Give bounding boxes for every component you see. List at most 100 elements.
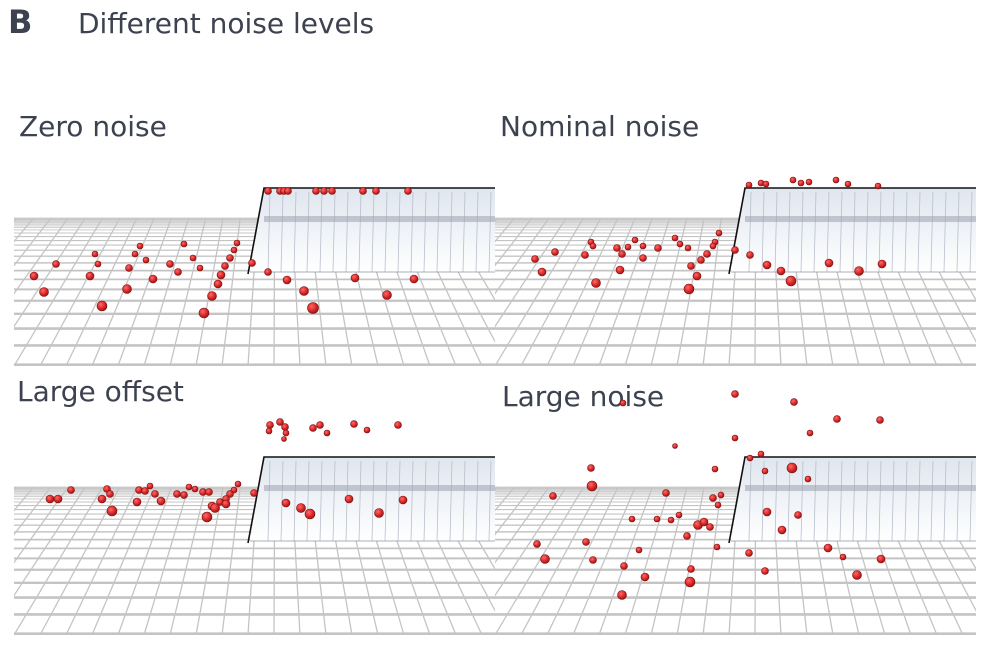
- data-point: [233, 239, 241, 247]
- data-point: [757, 450, 765, 458]
- step-wall: [247, 187, 495, 275]
- data-point: [363, 426, 371, 434]
- data-point: [684, 576, 696, 588]
- data-point: [91, 250, 99, 258]
- data-point: [264, 187, 272, 195]
- data-point: [745, 181, 753, 189]
- data-point: [620, 562, 628, 570]
- data-point: [692, 271, 702, 281]
- data-point: [640, 572, 650, 582]
- data-point: [797, 179, 805, 187]
- data-point: [662, 489, 670, 497]
- panel-title-zero-noise: Zero noise: [19, 110, 167, 143]
- data-point: [761, 467, 769, 475]
- data-point: [304, 508, 316, 520]
- data-point: [709, 242, 717, 250]
- data-point: [537, 267, 547, 277]
- data-point: [185, 483, 193, 491]
- data-point: [282, 275, 292, 285]
- data-point: [706, 523, 714, 531]
- data-point: [409, 274, 419, 284]
- data-point: [876, 554, 886, 564]
- data-point: [591, 278, 601, 288]
- data-point: [587, 464, 595, 472]
- data-point: [876, 416, 884, 424]
- data-points: [531, 176, 887, 295]
- data-point: [250, 489, 258, 497]
- data-point: [312, 187, 320, 195]
- data-point: [67, 486, 75, 494]
- data-point: [715, 229, 723, 237]
- data-point: [226, 254, 234, 262]
- data-point: [136, 242, 144, 250]
- data-point: [189, 254, 197, 262]
- data-point: [106, 505, 118, 517]
- panel-title-large-offset: Large offset: [17, 375, 184, 408]
- data-point: [731, 246, 739, 254]
- data-point: [789, 176, 797, 184]
- data-point: [672, 443, 678, 449]
- data-point: [824, 258, 834, 268]
- data-point: [615, 265, 625, 275]
- data-point: [731, 390, 739, 398]
- data-point: [29, 271, 39, 281]
- data-point: [833, 415, 841, 423]
- step-wall: [728, 456, 976, 544]
- data-point: [549, 492, 557, 500]
- data-point: [619, 399, 627, 407]
- data-point: [174, 268, 182, 276]
- data-point: [213, 279, 223, 289]
- data-point: [589, 556, 597, 564]
- data-point: [148, 274, 158, 284]
- data-point: [777, 525, 787, 535]
- data-point: [613, 244, 621, 252]
- data-point: [639, 254, 647, 262]
- data-point: [85, 271, 95, 281]
- data-point: [320, 187, 328, 195]
- data-point: [45, 494, 55, 504]
- data-point: [786, 462, 798, 474]
- panel-zero-noise: [14, 187, 495, 366]
- data-point: [234, 480, 242, 488]
- data-point: [551, 248, 559, 256]
- data-point: [266, 421, 274, 429]
- data-point: [39, 287, 49, 297]
- data-point: [173, 490, 181, 498]
- data-point: [106, 490, 114, 498]
- panel-large-noise: [495, 390, 976, 635]
- data-point: [844, 180, 852, 188]
- data-point: [323, 429, 331, 437]
- data-point: [531, 255, 539, 263]
- data-point: [804, 475, 812, 483]
- data-point: [746, 454, 754, 462]
- data-point: [628, 515, 636, 523]
- data-point: [52, 260, 60, 268]
- data-point: [731, 434, 739, 442]
- data-point: [96, 300, 108, 312]
- data-point: [142, 256, 150, 264]
- step-wall: [247, 456, 495, 544]
- data-point: [166, 260, 174, 268]
- data-point: [854, 266, 864, 276]
- data-point: [794, 511, 802, 519]
- data-point: [805, 178, 813, 186]
- data-point: [687, 262, 695, 270]
- data-point: [832, 176, 840, 184]
- data-point: [540, 554, 550, 564]
- data-point: [216, 270, 226, 280]
- data-point: [697, 256, 705, 264]
- panel-nominal-noise: [495, 176, 976, 366]
- data-point: [675, 511, 683, 519]
- data-point: [852, 570, 862, 580]
- data-point: [687, 565, 695, 573]
- data-point: [316, 421, 324, 429]
- data-point: [97, 494, 107, 504]
- data-point: [699, 517, 709, 527]
- data-point: [394, 421, 402, 429]
- data-point: [198, 307, 210, 319]
- data-point: [132, 497, 142, 507]
- data-point: [201, 511, 213, 523]
- data-point: [328, 187, 336, 195]
- data-point: [823, 543, 833, 553]
